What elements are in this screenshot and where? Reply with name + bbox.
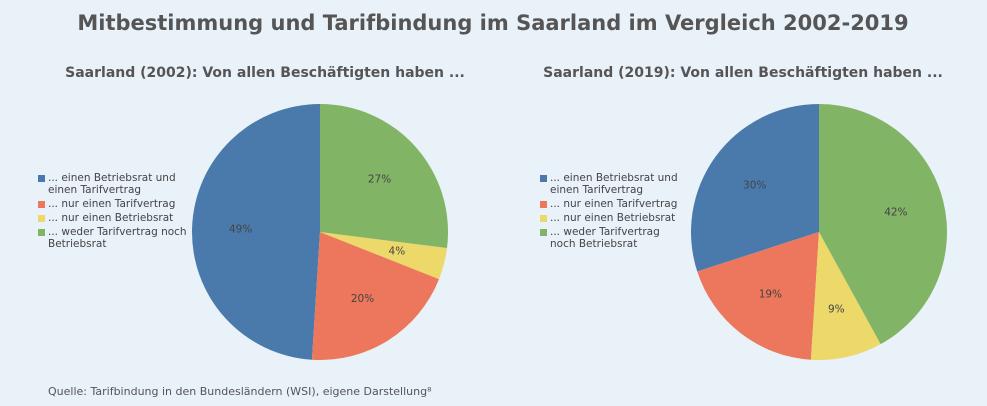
chart-subtitle: Saarland (2002): Von allen Beschäftigten…	[65, 65, 465, 81]
data-label: 30%	[743, 179, 766, 191]
legend-swatch	[540, 215, 547, 222]
legend-swatch	[38, 229, 45, 236]
legend-item: ... weder Tarifvertrag noch Betriebsrat	[38, 226, 188, 250]
legend-label: ... weder Tarifvertrag noch Betriebsrat	[48, 226, 187, 250]
legend-item: ... nur einen Betriebsrat	[38, 212, 188, 224]
legend-label: ... einen Betriebsrat und einen Tarifver…	[48, 172, 176, 196]
legend-label: ... weder Tarifvertrag noch Betriebsrat	[550, 226, 660, 250]
legend-swatch	[540, 229, 547, 236]
legend-item: ... weder Tarifvertrag noch Betriebsrat	[540, 226, 680, 250]
chart-subtitle: Saarland (2019): Von allen Beschäftigten…	[543, 65, 943, 81]
data-label: 4%	[389, 246, 406, 258]
pie-slice	[697, 232, 819, 360]
data-label: 20%	[351, 293, 374, 305]
source: Quelle: Tarifbindung in den Bundesländer…	[48, 385, 432, 398]
legend-item: ... nur einen Betriebsrat	[540, 212, 680, 224]
legend-label: ... nur einen Tarifvertrag	[550, 198, 678, 210]
data-label: 9%	[828, 303, 845, 315]
pie-slice	[191, 104, 320, 360]
legend-label: ... nur einen Betriebsrat	[550, 212, 676, 224]
data-label: 49%	[229, 224, 252, 236]
legend-swatch	[38, 175, 45, 182]
data-label: 42%	[884, 206, 907, 218]
legend-swatch	[540, 201, 547, 208]
legend-label: ... nur einen Betriebsrat	[48, 212, 174, 224]
data-label: 19%	[759, 289, 782, 301]
data-label: 27%	[368, 174, 391, 186]
legend-item: ... einen Betriebsrat und einen Tarifver…	[540, 172, 680, 196]
legend-swatch	[540, 175, 547, 182]
legend-item: ... einen Betriebsrat und einen Tarifver…	[38, 172, 188, 196]
legend-item: ... nur einen Tarifvertrag	[38, 198, 188, 210]
pie-slice	[810, 232, 881, 360]
pie-slice	[320, 232, 447, 280]
legend-swatch	[38, 215, 45, 222]
pie-slice	[311, 232, 440, 360]
legend: ... einen Betriebsrat und einen Tarifver…	[38, 172, 188, 252]
legend-swatch	[38, 201, 45, 208]
pie-slice	[691, 104, 819, 272]
legend-label: ... nur einen Tarifvertrag	[48, 198, 176, 210]
legend-label: ... einen Betriebsrat und einen Tarifver…	[550, 172, 678, 196]
pie-slice	[320, 104, 448, 249]
legend: ... einen Betriebsrat und einen Tarifver…	[540, 172, 680, 252]
pie-slice	[819, 104, 948, 345]
page-title: Mitbestimmung und Tarifbindung im Saarla…	[77, 11, 908, 35]
legend-item: ... nur einen Tarifvertrag	[540, 198, 680, 210]
